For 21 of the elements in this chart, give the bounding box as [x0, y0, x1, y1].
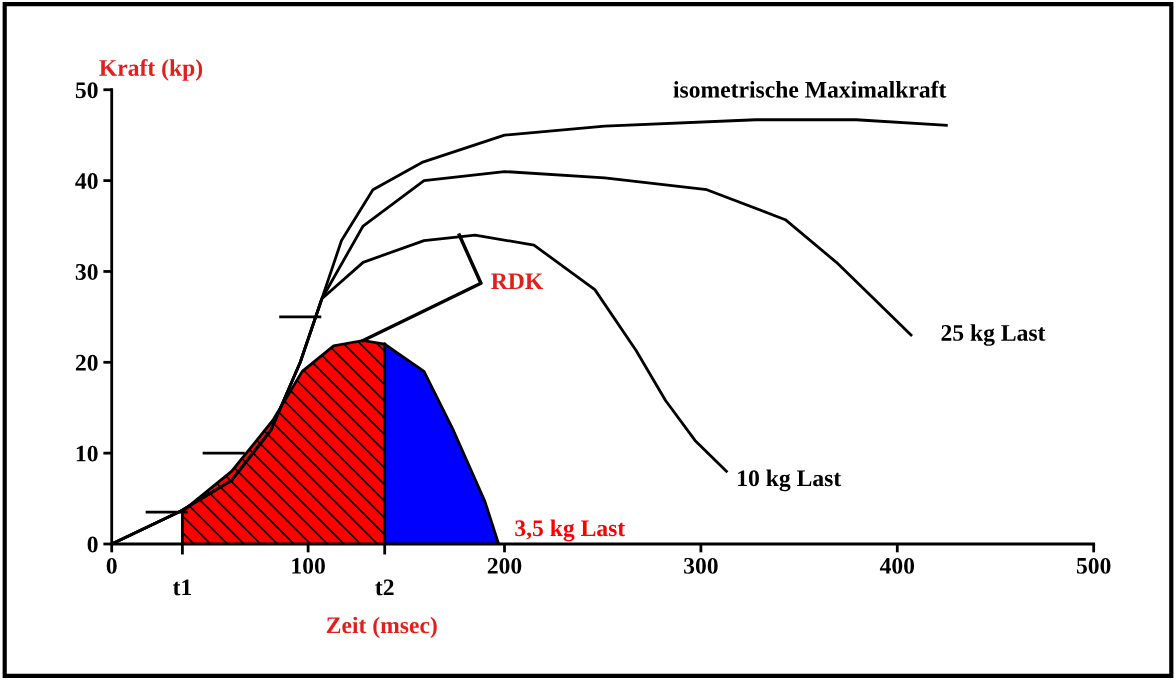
y-tick-label: 0 [87, 536, 98, 553]
series-label: isometrische Maximalkraft [673, 80, 947, 98]
x-tick-label: 0 [106, 557, 117, 574]
y-tick-label: 40 [75, 173, 98, 190]
x-tick-label: 300 [684, 557, 718, 574]
x-tick-label: 200 [487, 557, 522, 574]
x-tick-label: 500 [1076, 557, 1111, 574]
x-tick-label: 100 [292, 557, 325, 574]
series-label: 3,5 kg Last [515, 519, 626, 542]
y-tick-label: 20 [75, 354, 98, 371]
y-tick-label: 50 [75, 82, 98, 99]
ref-line-label: t1 [172, 579, 192, 596]
y-tick-label: 10 [76, 445, 98, 462]
annotation: RDK [491, 273, 544, 289]
y-tick-label: 30 [75, 263, 98, 280]
series-label: 10 kg Last [738, 469, 842, 492]
series-label: 25 kg Last [941, 324, 1046, 346]
y-axis-title: Kraft (kp) [99, 59, 203, 81]
x-tick-label: 400 [879, 557, 915, 574]
ref-line-label: t2 [375, 579, 394, 596]
x-axis-title: Zeit (msec) [326, 616, 437, 639]
